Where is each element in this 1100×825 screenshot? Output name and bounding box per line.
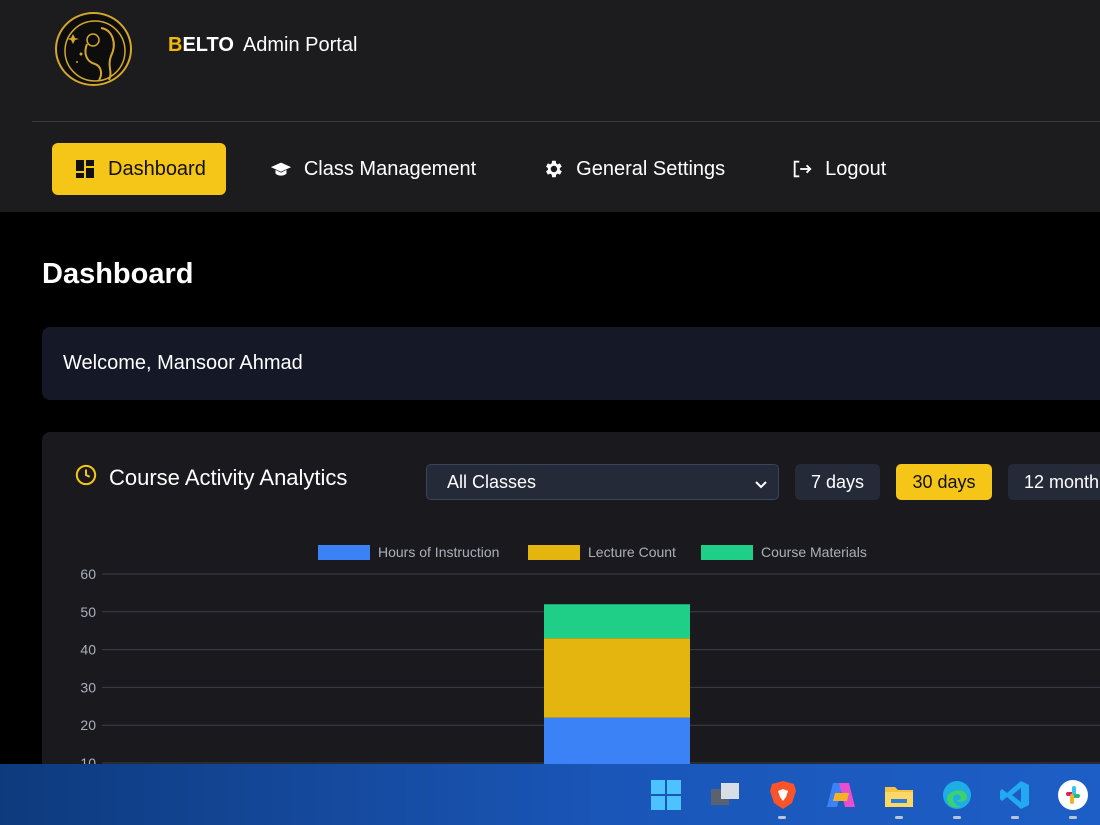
welcome-banner: Welcome, Mansoor Ahmad <box>42 327 1100 400</box>
dashboard-icon <box>74 158 96 180</box>
copilot-icon[interactable] <box>825 779 857 811</box>
taskbar-running-indicator <box>1069 816 1077 819</box>
taskbar-running-indicator <box>895 816 903 819</box>
brave-icon[interactable] <box>767 779 799 811</box>
range-30-days-button[interactable]: 30 days <box>896 464 992 500</box>
range-12-month-button[interactable]: 12 month <box>1008 464 1100 500</box>
legend-swatch <box>318 545 370 560</box>
main-nav: Dashboard Class Management General Setti… <box>52 143 930 195</box>
analytics-header: Course Activity Analytics <box>75 464 347 491</box>
y-tick-label: 60 <box>80 566 96 582</box>
chevron-down-icon <box>754 475 768 496</box>
nav-logout[interactable]: Logout <box>769 143 908 195</box>
legend-swatch <box>701 545 753 560</box>
brand-title: B ELTO Admin Portal <box>168 34 357 57</box>
class-filter-value: All Classes <box>447 471 537 492</box>
app-header: B ELTO Admin Portal Dashboard Class Mana… <box>0 0 1100 212</box>
bar-segment <box>544 638 690 718</box>
brand-initial: B <box>168 34 183 56</box>
vscode-icon[interactable] <box>999 779 1031 811</box>
analytics-title: Course Activity Analytics <box>109 464 348 490</box>
y-tick-label: 40 <box>80 642 96 658</box>
brand-subtitle: Admin Portal <box>242 34 358 56</box>
nav-dashboard-label: Dashboard <box>108 157 206 180</box>
y-tick-label: 20 <box>80 717 96 733</box>
slack-icon[interactable] <box>1057 779 1089 811</box>
y-tick-label: 30 <box>80 679 96 695</box>
y-tick-label: 50 <box>80 604 96 620</box>
legend-label: Hours of Instruction <box>378 544 499 560</box>
analytics-card: Course Activity Analytics All Classes 7 … <box>42 432 1100 792</box>
nav-class-management-label: Class Management <box>303 157 477 180</box>
brand-name: ELTO <box>182 34 234 56</box>
legend-label: Lecture Count <box>588 544 676 560</box>
edge-icon[interactable] <box>941 779 973 811</box>
welcome-text: Welcome, Mansoor Ahmad <box>63 352 303 374</box>
range-7-days-button[interactable]: 7 days <box>795 464 880 500</box>
nav-class-management[interactable]: Class Management <box>248 143 498 195</box>
class-filter-select[interactable]: All Classes <box>426 464 779 500</box>
brand-row: B ELTO Admin Portal <box>0 0 1100 122</box>
taskbar-running-indicator <box>953 816 961 819</box>
bar-segment <box>544 604 690 639</box>
legend-swatch <box>528 545 580 560</box>
page-title: Dashboard <box>42 258 194 290</box>
logout-icon <box>791 158 813 180</box>
graduation-cap-icon <box>270 158 292 180</box>
belto-logo[interactable] <box>55 12 132 86</box>
header-divider <box>32 121 1100 122</box>
windows-taskbar <box>0 764 1100 825</box>
nav-dashboard[interactable]: Dashboard <box>52 143 226 195</box>
legend-label: Course Materials <box>761 544 867 560</box>
taskbar-running-indicator <box>1011 816 1019 819</box>
clock-icon <box>75 464 97 491</box>
windows-start-icon[interactable] <box>650 779 682 811</box>
task-view-icon[interactable] <box>709 779 741 811</box>
gear-icon <box>542 158 564 180</box>
file-explorer-icon[interactable] <box>883 779 915 811</box>
taskbar-running-indicator <box>778 816 786 819</box>
nav-general-settings[interactable]: General Settings <box>520 143 747 195</box>
nav-general-settings-label: General Settings <box>576 157 726 180</box>
nav-logout-label: Logout <box>825 157 887 180</box>
